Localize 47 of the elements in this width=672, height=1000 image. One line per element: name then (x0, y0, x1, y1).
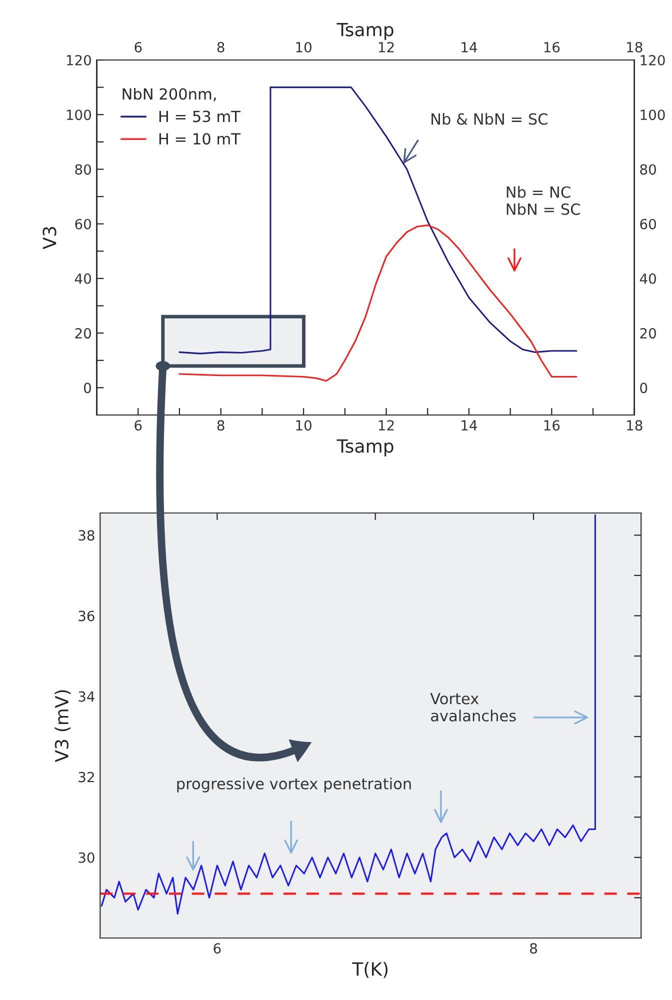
x2-tick-label: 12 (378, 42, 394, 52)
y-tick-label: 34 (78, 691, 94, 702)
annotation: Vortex avalanches (430, 693, 516, 722)
x2-tick-label: 16 (544, 42, 560, 52)
x2-axis-title: Tsamp (336, 22, 394, 40)
line-series (178, 224, 578, 382)
y2-tick-label: 120 (640, 54, 665, 66)
x2-tick-label: 6 (134, 42, 142, 52)
x-tick-label: 10 (296, 420, 312, 431)
y-tick-label: 30 (78, 852, 94, 863)
y-tick-label: 38 (78, 530, 94, 541)
y2-tick-label: 60 (640, 218, 656, 230)
x2-tick-label: 18 (627, 42, 642, 52)
line-series (100, 514, 596, 915)
x-tick-label: 16 (544, 420, 560, 431)
y-axis-title: V3 (mV) (54, 690, 71, 762)
y-tick-label: 100 (66, 110, 91, 120)
y-axis-title: V3 (42, 227, 56, 250)
x2-tick-label: 8 (217, 42, 224, 52)
legend-label: H = 53 mT (159, 110, 240, 122)
y-tick-label: 80 (75, 164, 91, 175)
x2-tick-label: 14 (462, 42, 478, 52)
y-tick-label: 20 (75, 328, 91, 339)
legend-title: NbN 200nm, (122, 88, 216, 102)
annotation: progressive vortex penetration (177, 778, 411, 792)
x-tick-label: 8 (217, 420, 224, 431)
y2-tick-label: 40 (640, 273, 656, 284)
y-tick-label: 0 (84, 382, 91, 394)
x-tick-label: 12 (378, 420, 394, 430)
x-axis-title: Tsamp (336, 439, 394, 456)
x2-tick-label: 10 (296, 42, 312, 52)
x-tick-label: 6 (134, 420, 142, 431)
annotation: Nb = NC NbN = SC (506, 186, 580, 215)
x-tick-label: 14 (462, 420, 478, 430)
y2-tick-label: 0 (640, 382, 648, 394)
x-tick-label: 18 (627, 420, 642, 431)
y-tick-label: 60 (75, 218, 91, 230)
y2-tick-label: 20 (640, 328, 656, 339)
y-tick-label: 36 (78, 610, 94, 622)
y2-tick-label: 100 (640, 110, 665, 120)
annotation: Nb & NbN = SC (432, 112, 548, 125)
y-tick-label: 40 (74, 273, 91, 284)
legend-label: H = 10 mT (159, 133, 240, 145)
y-tick-label: 32 (78, 772, 94, 782)
y-tick-label: 120 (66, 54, 91, 66)
x-axis-title: T(K) (352, 962, 388, 978)
y2-tick-label: 80 (640, 164, 656, 175)
